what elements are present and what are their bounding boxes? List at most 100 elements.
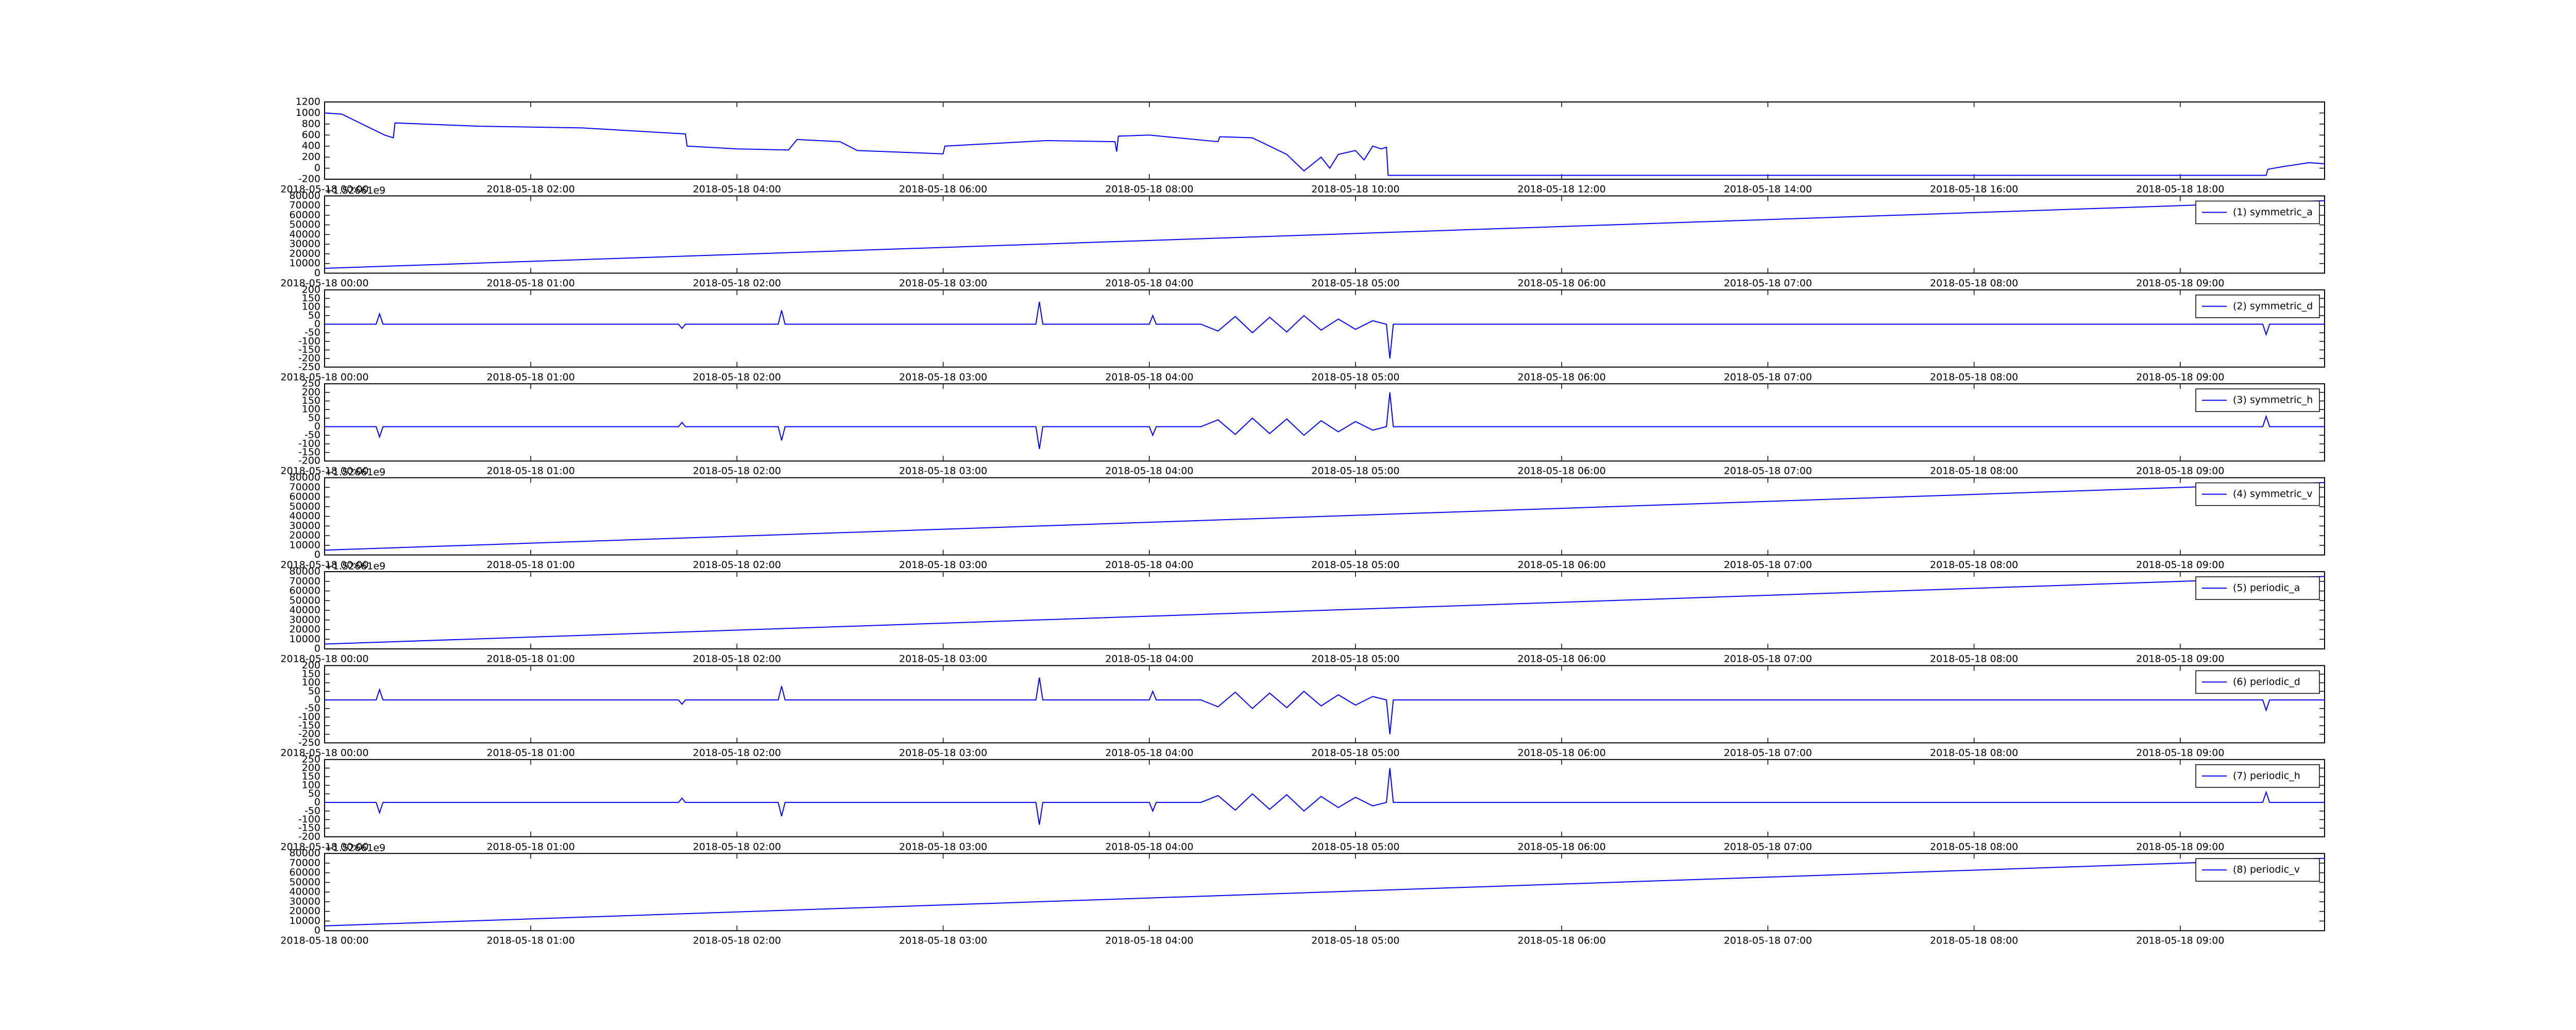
data-line	[324, 482, 2325, 551]
y-tick-label: 80000	[290, 848, 320, 859]
legend: (6) periodic_d	[2195, 670, 2320, 694]
y-tick-label: 600	[302, 129, 320, 141]
x-tick-label: 2018-05-18 08:00	[1930, 559, 2018, 571]
y-tick-label: 100	[302, 779, 320, 791]
y-tick-label: 30000	[290, 896, 320, 907]
y-tick-label: 0	[314, 643, 320, 655]
legend-label: (3) symmetric_h	[2233, 394, 2313, 406]
y-tick-label: 150	[302, 771, 320, 782]
x-tick-label: 2018-05-18 04:00	[1105, 747, 1193, 759]
y-tick-label: -200	[298, 455, 320, 467]
x-tick-label: 2018-05-18 09:00	[2136, 935, 2224, 947]
y-tick-label: 70000	[290, 575, 320, 587]
legend: (2) symmetric_d	[2195, 295, 2320, 318]
x-tick-label: 2018-05-18 03:00	[899, 841, 987, 852]
y-tick-label: 50	[308, 788, 320, 799]
x-tick-label: 2018-05-18 00:00	[280, 654, 368, 665]
y-tick-label: 40000	[290, 510, 320, 522]
y-tick-label: 40000	[290, 605, 320, 616]
y-tick-label: 0	[314, 267, 320, 279]
y-tick-label: 70000	[290, 482, 320, 493]
x-tick-label: 2018-05-18 02:00	[693, 841, 781, 852]
subplot: 0100002000030000400005000060000700008000…	[280, 185, 2325, 289]
y-tick-label: 100	[302, 677, 320, 688]
y-tick-label: -200	[298, 831, 320, 842]
x-tick-label: 2018-05-18 00:00	[280, 371, 368, 383]
x-tick-label: 2018-05-18 00:00	[280, 747, 368, 759]
x-tick-label: 2018-05-18 07:00	[1724, 841, 1812, 852]
plot-frame	[324, 289, 2325, 368]
x-tick-label: 2018-05-18 00:00	[280, 935, 368, 947]
x-tick-label: 2018-05-18 08:00	[1930, 466, 2018, 477]
y-tick-label: 80000	[290, 472, 320, 483]
x-tick-label: 2018-05-18 09:00	[2136, 371, 2224, 383]
x-tick-label: 2018-05-18 00:00	[280, 841, 368, 852]
x-tick-label: 2018-05-18 00:00	[280, 278, 368, 289]
x-tick-label: 2018-05-18 03:00	[899, 371, 987, 383]
y-tick-label: 30000	[290, 520, 320, 531]
x-tick-label: 2018-05-18 04:00	[1105, 654, 1193, 665]
x-tick-label: 2018-05-18 01:00	[487, 935, 575, 947]
x-tick-label: 2018-05-18 02:00	[693, 559, 781, 571]
x-tick-label: 2018-05-18 02:00	[693, 935, 781, 947]
x-tick-label: 2018-05-18 03:00	[899, 935, 987, 947]
y-tick-label: 60000	[290, 867, 320, 878]
y-tick-label: 250	[302, 378, 320, 389]
x-tick-label: 2018-05-18 09:00	[2136, 654, 2224, 665]
subplot: 0100002000030000400005000060000700008000…	[280, 843, 2325, 947]
y-tick-label: 200	[302, 386, 320, 398]
legend: (3) symmetric_h	[2195, 388, 2320, 412]
plot-frame	[324, 665, 2325, 744]
y-offset-text: +1.52661e9	[325, 467, 385, 478]
x-tick-label: 2018-05-18 06:00	[1518, 466, 1606, 477]
x-tick-label: 2018-05-18 07:00	[1724, 278, 1812, 289]
y-tick-label: 0	[314, 421, 320, 432]
data-line	[324, 200, 2325, 269]
x-tick-label: 2018-05-18 07:00	[1724, 371, 1812, 383]
x-tick-label: 2018-05-18 03:00	[899, 559, 987, 571]
x-tick-label: 2018-05-18 04:00	[1105, 371, 1193, 383]
y-tick-label: 40000	[290, 886, 320, 898]
y-tick-label: 50	[308, 412, 320, 423]
x-tick-label: 2018-05-18 10:00	[1311, 184, 1399, 195]
y-tick-label: -50	[304, 805, 320, 816]
x-tick-label: 2018-05-18 00:00	[280, 466, 368, 477]
y-tick-label: 100	[302, 301, 320, 313]
x-tick-label: 2018-05-18 01:00	[487, 747, 575, 759]
y-tick-label: 50	[308, 310, 320, 321]
x-tick-label: 2018-05-18 01:00	[487, 559, 575, 571]
x-tick-label: 2018-05-18 01:00	[487, 466, 575, 477]
data-line	[325, 301, 2325, 359]
y-tick-label: 400	[302, 140, 320, 151]
data-line	[324, 857, 2325, 926]
legend-label: (5) periodic_a	[2233, 582, 2300, 594]
y-tick-label: 50000	[290, 501, 320, 512]
y-offset-text: +1.52661e9	[325, 843, 385, 854]
x-tick-label: 2018-05-18 04:00	[1105, 841, 1193, 852]
y-tick-label: 50000	[290, 595, 320, 606]
y-tick-label: 60000	[290, 209, 320, 220]
x-tick-label: 2018-05-18 06:00	[1518, 747, 1606, 759]
y-tick-label: -150	[298, 447, 320, 458]
legend: (5) periodic_a	[2195, 576, 2320, 600]
y-tick-label: 0	[314, 549, 320, 560]
y-tick-label: -200	[298, 174, 320, 185]
y-tick-label: -150	[298, 720, 320, 731]
y-tick-label: 100	[302, 404, 320, 415]
x-tick-label: 2018-05-18 01:00	[487, 371, 575, 383]
x-tick-label: 2018-05-18 05:00	[1311, 841, 1399, 852]
y-tick-label: 40000	[290, 229, 320, 240]
x-tick-label: 2018-05-18 08:00	[1930, 654, 2018, 665]
y-tick-label: 200	[302, 284, 320, 295]
x-tick-label: 2018-05-18 03:00	[899, 747, 987, 759]
x-tick-label: 2018-05-18 07:00	[1724, 935, 1812, 947]
x-tick-label: 2018-05-18 07:00	[1724, 559, 1812, 571]
y-tick-label: 20000	[290, 624, 320, 635]
y-tick-label: 10000	[290, 915, 320, 926]
y-tick-label: 50000	[290, 219, 320, 230]
y-tick-label: -100	[298, 711, 320, 723]
